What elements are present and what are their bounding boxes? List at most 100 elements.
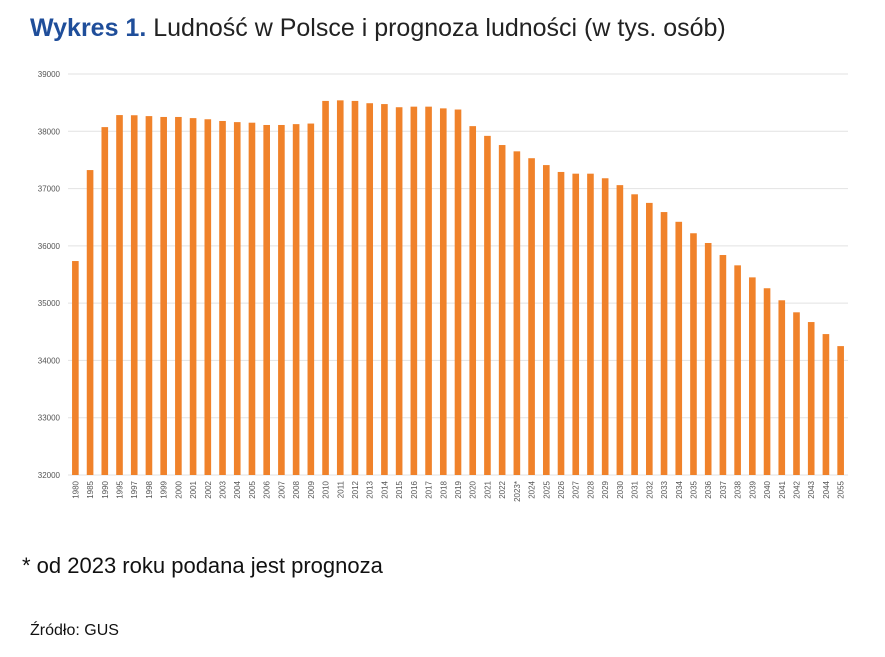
x-tick-label: 2039: [748, 480, 757, 498]
x-tick-label: 2035: [689, 480, 698, 498]
source-note: Źródło: GUS: [30, 622, 119, 639]
bar-2028: [587, 173, 594, 476]
bar-1998: [145, 116, 153, 475]
y-tick-label: 38000: [38, 127, 61, 136]
x-tick-label: 2021: [483, 480, 492, 498]
y-tick-label: 37000: [38, 185, 61, 194]
x-tick-label: 2029: [601, 480, 610, 498]
x-tick-label: 2017: [425, 480, 434, 498]
forecast-note: * od 2023 roku podana jest prognoza: [22, 553, 383, 578]
x-tick-label: 2005: [248, 480, 257, 498]
bar-2005: [248, 122, 256, 475]
bar-2025: [542, 165, 550, 475]
bar-2014: [381, 104, 388, 475]
x-tick-label: 2001: [189, 480, 198, 498]
bar-2030: [616, 185, 624, 476]
bar-2011: [336, 100, 344, 475]
x-tick-label: 2015: [395, 480, 404, 498]
bar-chart: 32000 33000 34000 35000 36000 37000 38000 39000…: [38, 70, 848, 502]
x-tick-label: 2022: [498, 480, 507, 498]
bar-2003: [219, 120, 226, 475]
bar-1999: [160, 116, 167, 475]
x-tick-label: 2031: [631, 480, 640, 498]
x-tick-label: 2000: [174, 480, 183, 498]
x-tick-label: 2011: [336, 480, 345, 498]
bar-2027: [572, 173, 580, 476]
bar-2008: [292, 124, 300, 475]
bar-2038: [734, 265, 741, 475]
title-prefix: Wykres 1.: [30, 14, 147, 42]
x-tick-label: 2033: [660, 480, 669, 498]
bar-2016: [410, 106, 418, 475]
x-tick-label: 2038: [734, 480, 743, 498]
x-tick-label: 2027: [572, 480, 581, 498]
bar-2002: [204, 119, 212, 476]
bar-1997: [130, 115, 138, 475]
bar-2055: [837, 346, 844, 475]
x-tick-label: 2037: [719, 480, 728, 498]
x-tick-label: 2006: [263, 480, 272, 498]
bar-2000: [175, 116, 182, 475]
x-tick-label: 2016: [410, 480, 419, 498]
bar-2012: [351, 100, 359, 475]
bar-2042: [793, 312, 800, 475]
x-tick-label: 2042: [792, 480, 801, 498]
x-tick-label: 2055: [837, 480, 846, 498]
x-tick-label: 2026: [557, 480, 566, 498]
bar-2019: [454, 109, 462, 475]
bar-2006: [263, 124, 270, 475]
bar-2018: [439, 108, 447, 475]
bar-2010: [322, 100, 329, 475]
x-tick-label: 1990: [101, 480, 110, 498]
bar-2043: [807, 322, 815, 475]
x-tick-label: 2043: [807, 480, 816, 498]
x-tick-label: 2025: [542, 480, 551, 498]
y-tick-label: 34000: [38, 356, 61, 365]
bar-2004: [233, 122, 241, 476]
bar-2022: [498, 145, 506, 475]
y-tick-label: 33000: [38, 414, 61, 423]
chart-title: Wykres 1. Ludność w Polsce i prognoza lu…: [30, 14, 726, 43]
bar-1990: [101, 127, 109, 476]
x-tick-label: 2018: [439, 480, 448, 498]
x-tick-label: 2041: [778, 480, 787, 498]
bar-2033: [660, 212, 668, 475]
bar-2020: [469, 126, 477, 475]
x-tick-label: 2003: [219, 480, 228, 498]
x-tick-label: 1999: [160, 480, 169, 498]
bar-2036: [704, 242, 712, 475]
bar-2039: [749, 277, 756, 475]
y-tick-label: 35000: [38, 299, 61, 308]
bar-2026: [557, 171, 565, 476]
x-tick-label: 2009: [307, 480, 316, 498]
bar-2034: [675, 221, 683, 475]
y-tick-label: 32000: [38, 471, 61, 480]
x-tick-label: 2014: [380, 480, 389, 498]
x-tick-label: 2010: [322, 480, 331, 498]
x-tick-label: 2023*: [513, 481, 522, 502]
x-tick-label: 1997: [130, 480, 139, 498]
bar-2009: [307, 123, 315, 476]
x-tick-label: 2028: [586, 480, 595, 498]
x-tick-label: 2020: [469, 480, 478, 498]
bar-1995: [116, 115, 123, 476]
x-tick-label: 2044: [822, 480, 831, 498]
x-tick-label: 2013: [366, 480, 375, 498]
x-tick-label: 2002: [204, 480, 213, 498]
x-tick-label: 1985: [86, 480, 95, 498]
bar-2040: [763, 288, 771, 475]
x-tick-label: 2007: [277, 480, 286, 498]
bar-2037: [719, 255, 727, 475]
bar-1985: [86, 170, 94, 475]
bar-2032: [646, 202, 653, 475]
bar-2023*: [513, 151, 521, 476]
bar-2021: [484, 135, 491, 475]
bar-2017: [425, 106, 432, 475]
bar-1980: [72, 261, 79, 475]
x-tick-label: 2024: [528, 480, 537, 498]
x-tick-label: 2030: [616, 480, 625, 498]
bar-2024: [528, 158, 535, 475]
y-tick-label: 36000: [38, 242, 61, 251]
x-tick-label: 2034: [675, 480, 684, 498]
bar-2035: [690, 233, 697, 475]
